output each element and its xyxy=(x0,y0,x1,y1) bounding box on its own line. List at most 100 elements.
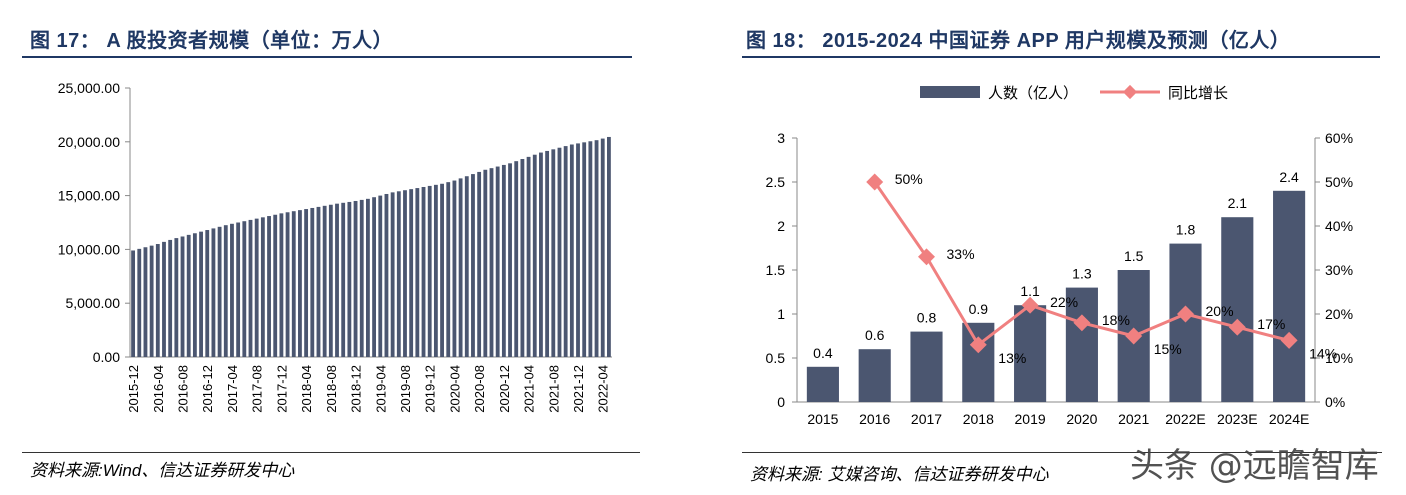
bar-2020 xyxy=(1065,287,1098,402)
bar-2021-07 xyxy=(545,150,550,357)
legend-bar-label: 人数（亿人） xyxy=(988,85,1078,102)
bar-2017-07 xyxy=(248,219,253,357)
x-tick-label: 2020-12 xyxy=(497,365,512,413)
bar-2019-06 xyxy=(390,192,395,357)
bar-2020-12 xyxy=(501,164,506,357)
bar-2019-03 xyxy=(372,197,377,357)
y-right-tick-label: 50% xyxy=(1325,174,1353,190)
bar-2018-07 xyxy=(322,205,327,357)
bar-2017-02 xyxy=(217,226,222,357)
x-tick-label: 2016-08 xyxy=(176,365,191,413)
bar-2017-08 xyxy=(254,218,259,357)
growth-value-label: 50% xyxy=(895,171,923,187)
bar-2017-12 xyxy=(279,213,284,357)
x-tick-label: 2024E xyxy=(1269,411,1309,427)
bar-2022-02 xyxy=(588,141,593,357)
growth-marker-2021 xyxy=(1125,327,1143,345)
growth-marker-2017 xyxy=(918,248,935,266)
bar-2018-05 xyxy=(310,207,315,357)
x-tick-label: 2018 xyxy=(963,411,994,427)
bar-2020-04 xyxy=(452,180,457,357)
x-tick-label: 2022E xyxy=(1165,411,1205,427)
left-figure-title: 图 17： A 股投资者规模（单位：万人） xyxy=(30,30,394,52)
bar-value-label: 2.4 xyxy=(1279,169,1299,185)
y-tick-label: 20,000.00 xyxy=(58,134,120,150)
bar-2021-11 xyxy=(569,144,574,357)
x-tick-label: 2021-08 xyxy=(546,365,561,413)
y-tick-label: 15,000.00 xyxy=(58,188,120,204)
bar-2018-10 xyxy=(341,202,346,357)
bar-2022-03 xyxy=(594,140,599,357)
bar-2021-05 xyxy=(532,154,537,357)
bar-2015-12 xyxy=(131,250,136,357)
bar-2020-10 xyxy=(489,168,494,357)
bar-value-label: 0.6 xyxy=(865,327,885,343)
bar-2017-09 xyxy=(260,217,265,357)
bar-2016-03 xyxy=(149,245,154,357)
bar-value-label: 0.9 xyxy=(969,301,989,317)
bar-2020-07 xyxy=(471,174,475,357)
x-tick-label: 2016-12 xyxy=(200,365,215,413)
bar-2017-01 xyxy=(211,228,216,357)
bar-2016 xyxy=(858,349,891,402)
x-tick-label: 2020 xyxy=(1066,411,1097,427)
x-tick-label: 2021 xyxy=(1118,411,1149,427)
y-right-tick-label: 60% xyxy=(1325,130,1353,146)
legend-line-label: 同比增长 xyxy=(1168,85,1228,102)
growth-value-label: 15% xyxy=(1154,341,1182,357)
bar-2020-11 xyxy=(495,166,500,357)
bar-2018-01 xyxy=(285,212,290,357)
bar-2019 xyxy=(1014,305,1047,402)
bar-2016-07 xyxy=(174,238,179,357)
bar-2017-11 xyxy=(273,214,278,357)
bar-2016-06 xyxy=(168,239,173,357)
x-tick-label: 2017-04 xyxy=(225,365,240,413)
bar-2020-01 xyxy=(433,184,438,357)
bar-2017 xyxy=(910,331,943,402)
bar-value-label: 1.5 xyxy=(1124,248,1144,264)
bar-2017-04 xyxy=(230,223,234,357)
bar-2019-05 xyxy=(384,193,389,357)
right-figure-title: 图 18： 2015-2024 中国证券 APP 用户规模及预测（亿人） xyxy=(746,30,1291,52)
bar-2021-12 xyxy=(576,143,580,357)
investor-scale-chart: 0.00 5,000.00 10,000.00 15,000.00 20,000.00 2… xyxy=(58,80,612,413)
bar-2019-09 xyxy=(409,189,414,357)
bar-value-label: 1.3 xyxy=(1072,266,1092,282)
bar-2019-07 xyxy=(396,191,401,357)
bar-2018-03 xyxy=(298,210,302,357)
bar-2021-10 xyxy=(563,146,568,357)
growth-value-label: 14% xyxy=(1309,345,1337,361)
left-title-rule xyxy=(22,56,632,58)
right-title-rule xyxy=(742,56,1380,58)
bar-2023E xyxy=(1221,217,1254,402)
right-figure-source: 资料来源: 艾媒咨询、信达证券研发中心 xyxy=(750,465,1049,484)
y-right-tick-label: 0% xyxy=(1325,394,1345,410)
x-tick-label: 2017-08 xyxy=(250,365,265,413)
growth-value-label: 13% xyxy=(998,350,1026,366)
bar-2019-11 xyxy=(421,186,426,357)
bar-2022E xyxy=(1169,243,1202,402)
bar-2018-06 xyxy=(316,206,321,357)
y-right-tick-label: 40% xyxy=(1325,218,1353,234)
growth-marker-2020 xyxy=(1073,314,1091,332)
x-tick-label: 2019-08 xyxy=(398,365,413,413)
x-tick-label: 2019-12 xyxy=(423,365,438,413)
right-source-rule xyxy=(742,452,1382,453)
y-right-tick-label: 10% xyxy=(1325,350,1353,366)
x-tick-label: 2020-04 xyxy=(447,365,462,413)
bar-2019-04 xyxy=(378,195,383,357)
bar-2021-04 xyxy=(526,156,531,357)
bar-value-label: 0.4 xyxy=(813,345,833,361)
bar-value-label: 0.8 xyxy=(917,310,937,326)
growth-value-label: 18% xyxy=(1102,312,1130,328)
bar-2019-02 xyxy=(365,198,370,357)
bar-2016-05 xyxy=(162,241,166,357)
bar-2020-06 xyxy=(464,176,469,357)
growth-value-label: 17% xyxy=(1257,316,1285,332)
growth-value-label: 33% xyxy=(947,246,975,262)
x-tick-label: 2019 xyxy=(1015,411,1046,427)
x-tick-label: 2018-08 xyxy=(324,365,339,413)
bar-2018-12 xyxy=(353,200,358,357)
left-figure-source: 资料来源:Wind、信达证券研发中心 xyxy=(30,461,295,480)
bar-2019-10 xyxy=(415,188,420,357)
